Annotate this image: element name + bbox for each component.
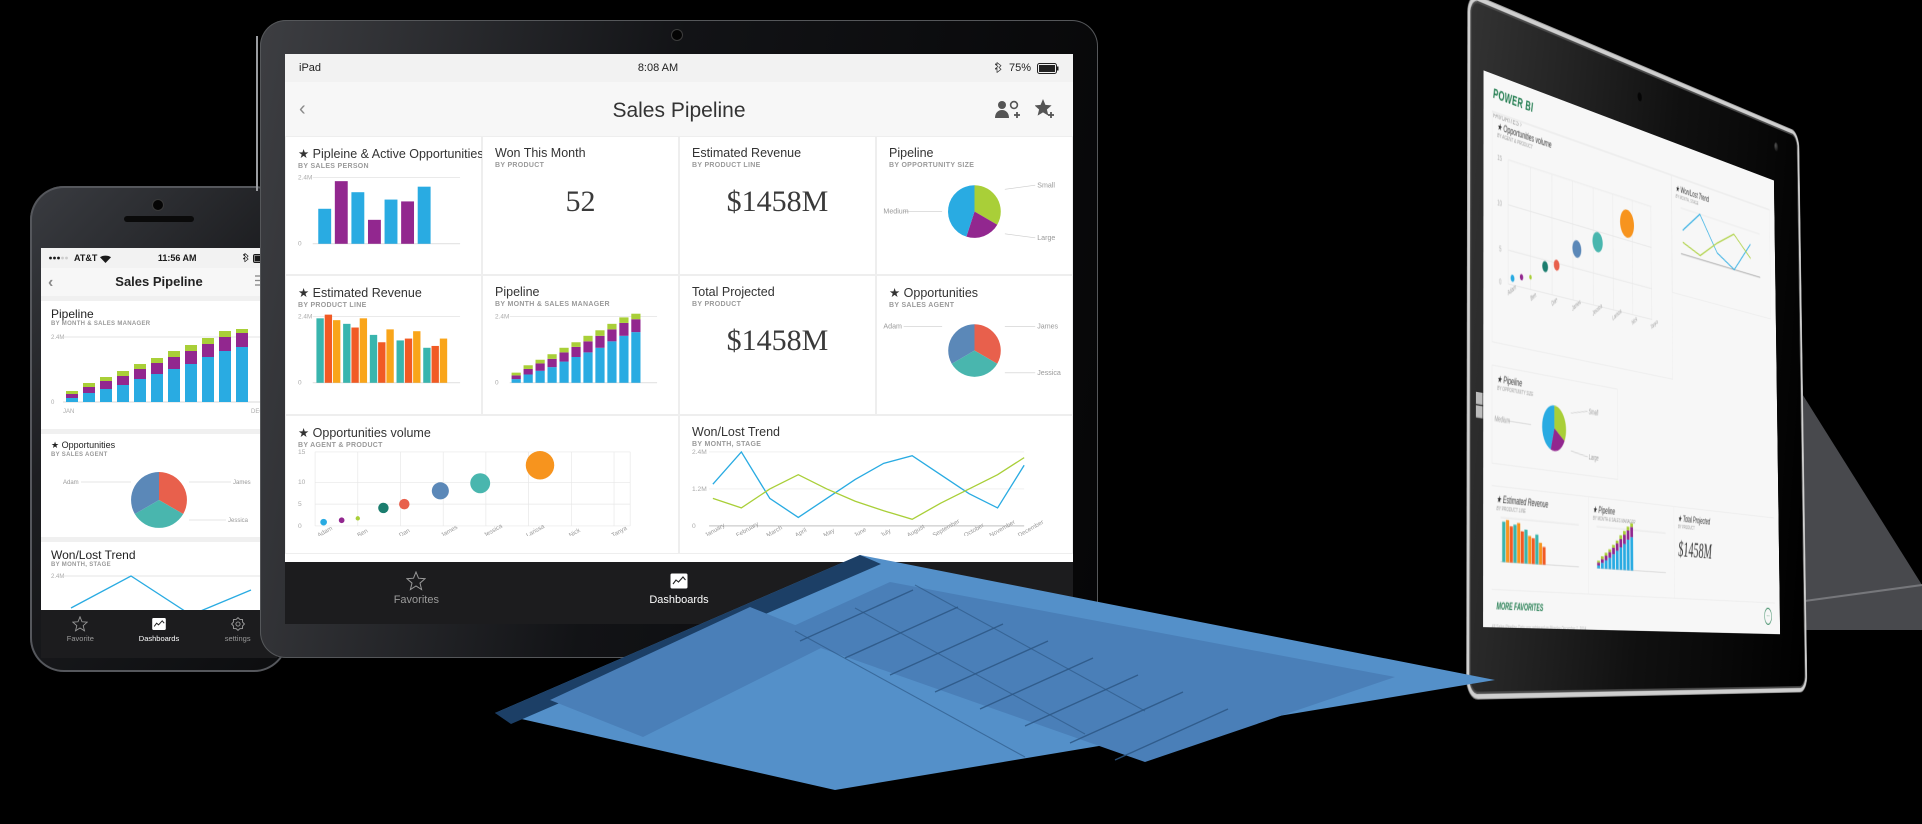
svg-text:Tanya: Tanya <box>1650 319 1659 332</box>
svg-text:10: 10 <box>1497 199 1502 209</box>
svg-text:Medium: Medium <box>1495 415 1510 426</box>
svg-text:5: 5 <box>1499 245 1502 254</box>
svg-text:0: 0 <box>1499 278 1502 287</box>
svg-text:Dan: Dan <box>1551 297 1558 309</box>
svg-text:Small: Small <box>1589 408 1599 418</box>
svg-text:James: James <box>1571 299 1582 314</box>
svg-text:Large: Large <box>1589 454 1599 464</box>
